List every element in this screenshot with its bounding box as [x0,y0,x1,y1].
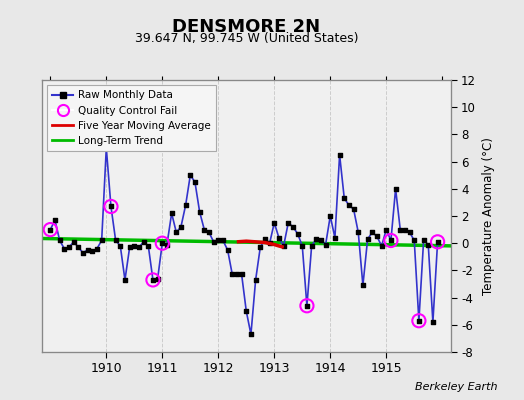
Point [88,248,96,254]
Point [46,226,54,233]
Text: 39.647 N, 99.745 W (United States): 39.647 N, 99.745 W (United States) [135,32,358,45]
Point [97,237,106,244]
Point [130,243,138,249]
Point [112,237,120,244]
Point [382,226,390,233]
Point [377,243,386,249]
Point [70,239,78,245]
Text: DENSMORE 2N: DENSMORE 2N [172,18,320,36]
Point [195,209,204,215]
Point [316,237,325,244]
Point [237,271,246,278]
Point [279,243,288,249]
Point [214,237,223,244]
Point [387,237,395,244]
Point [168,210,176,216]
Point [181,202,190,208]
Point [406,229,414,236]
Point [46,226,54,233]
Point [359,282,367,288]
Point [210,239,218,245]
Point [298,243,307,249]
Point [335,152,344,158]
Point [364,236,372,242]
Point [401,226,409,233]
Point [200,226,209,233]
Point [354,229,363,236]
Point [368,229,376,236]
Point [149,277,157,283]
Point [321,241,330,248]
Point [331,234,339,241]
Point [135,244,143,250]
Point [158,240,167,246]
Point [424,241,432,248]
Point [312,236,321,242]
Point [121,277,129,283]
Point [74,244,82,250]
Point [149,277,157,283]
Point [191,179,199,185]
Point [144,243,152,249]
Point [391,186,400,192]
Point [93,246,101,252]
Point [429,319,437,325]
Point [158,240,167,246]
Point [387,237,395,244]
Point [83,247,92,253]
Point [186,172,194,178]
Point [433,239,442,245]
Point [293,230,302,237]
Point [172,229,180,236]
Y-axis label: Temperature Anomaly (°C): Temperature Anomaly (°C) [482,137,495,295]
Point [107,203,115,210]
Point [414,318,423,324]
Point [242,308,250,314]
Point [414,318,423,324]
Point [340,195,348,202]
Point [410,237,419,244]
Point [256,244,265,250]
Point [261,236,269,242]
Point [233,271,241,278]
Point [219,237,227,244]
Point [345,202,353,208]
Text: Berkeley Earth: Berkeley Earth [416,382,498,392]
Point [266,240,274,246]
Point [326,213,334,219]
Point [102,145,111,151]
Point [223,247,232,253]
Point [56,237,64,244]
Point [154,275,162,282]
Point [303,302,311,309]
Point [247,331,255,338]
Point [289,224,297,230]
Point [163,241,171,248]
Point [350,206,358,212]
Point [433,239,442,245]
Point [139,239,148,245]
Point [116,243,125,249]
Point [270,220,278,226]
Point [65,244,73,250]
Point [284,220,292,226]
Point [303,302,311,309]
Point [275,234,283,241]
Legend: Raw Monthly Data, Quality Control Fail, Five Year Moving Average, Long-Term Tren: Raw Monthly Data, Quality Control Fail, … [47,85,216,151]
Point [205,229,213,236]
Point [60,246,69,252]
Point [373,233,381,240]
Point [107,203,115,210]
Point [228,271,236,278]
Point [51,217,59,223]
Point [252,277,260,283]
Point [419,237,428,244]
Point [177,224,185,230]
Point [125,244,134,250]
Point [308,243,316,249]
Point [79,250,87,256]
Point [396,226,405,233]
